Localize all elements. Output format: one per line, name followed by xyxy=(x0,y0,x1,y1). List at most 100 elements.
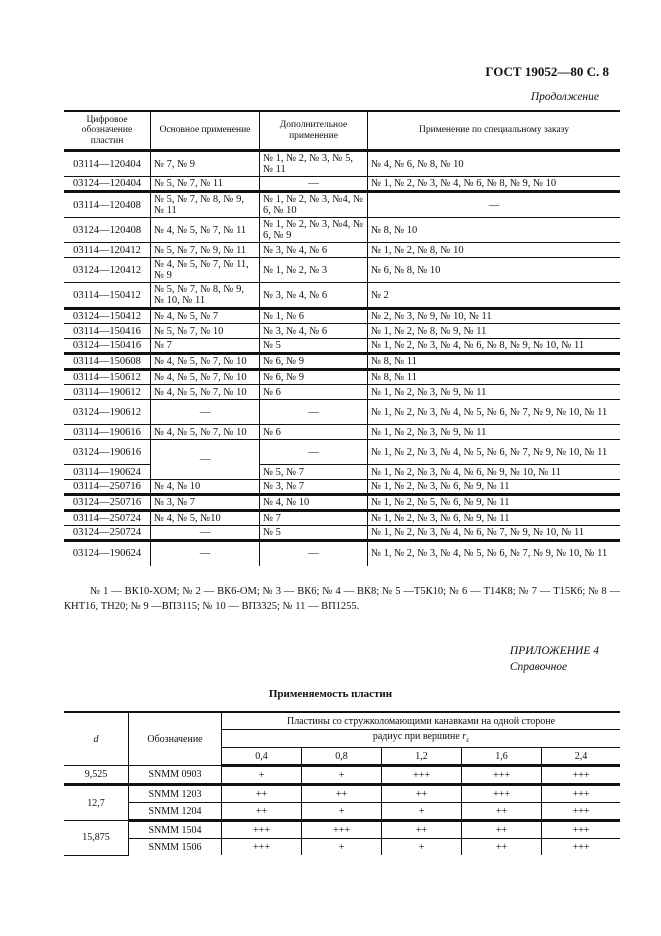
cell-code: 03114—190612 xyxy=(64,384,151,400)
cell-designation: SNMM 1203 xyxy=(128,784,222,803)
cell-code: 03124—250724 xyxy=(64,525,151,542)
group-header: Пластины со стружколомающими канавками н… xyxy=(221,711,620,730)
cell-special: № 1, № 2, № 8, № 9, № 11 xyxy=(367,323,620,339)
table-row: 03114—120404 № 7, № 9 № 1, № 2, № 3, № 5, … xyxy=(64,150,620,177)
cell-designation: SNMM 0903 xyxy=(128,765,222,786)
cell-additional: № 3, № 7 xyxy=(259,479,368,496)
cell-code: 03114—150416 xyxy=(64,323,151,339)
col-header-d: d xyxy=(64,711,129,766)
table-row: 03114—250724 № 4, № 5, №10 № 7 № 1, № 2, № … xyxy=(64,510,620,526)
cell-additional: № 5, № 7 xyxy=(259,464,368,480)
cell-special: — xyxy=(367,191,620,218)
table2-title: Применяемость пластин xyxy=(268,688,393,700)
cell-main: № 4, № 5, № 7, № 10 xyxy=(150,353,260,371)
radii-row: 0,4 0,8 1,2 1,6 2,4 xyxy=(64,747,620,767)
cell-special: № 1, № 2, № 5, № 6, № 9, № 11 xyxy=(367,494,620,512)
appendix-type: Справочное xyxy=(509,661,568,673)
cell-special: № 8, № 11 xyxy=(367,353,620,371)
cell-code: 03124—150412 xyxy=(64,308,151,324)
cell-special: № 6, № 8, № 10 xyxy=(367,257,620,283)
cell-special: № 1, № 2, № 3, № 4, № 5, № 6, № 7, № 9, … xyxy=(367,399,620,425)
cell-special: № 1, № 2, № 3, № 9, № 11 xyxy=(367,384,620,400)
cell-additional: № 1, № 2, № 3, №4, № 6, № 10 xyxy=(259,191,368,218)
cell-main: № 4, № 5, №10 xyxy=(150,510,260,526)
cell-additional: № 3, № 4, № 6 xyxy=(259,242,368,258)
table-row: 03124—250716 № 3, № 7 № 4, № 10 № 1, № 2, №… xyxy=(64,494,620,512)
cell-rating: + xyxy=(301,802,383,822)
table-row: 03124—120408 № 4, № 5, № 7, № 11 № 1, № 2,… xyxy=(64,217,620,243)
cell-special: № 2, № 3, № 9, № 10, № 11 xyxy=(367,308,620,324)
cell-special: № 8, № 10 xyxy=(367,217,620,243)
table-row: 03124—150416 № 7 № 5 № 1, № 2, № 3, № 4, № … xyxy=(64,338,620,355)
grade-legend-note: № 1 — ВК10-ХОМ; № 2 — ВК6-ОМ; № 3 — ВК6;… xyxy=(64,586,620,612)
cell-rating: + xyxy=(301,765,383,786)
table-row: 03124—190624— — № 1, № 2, № 3, № 4, № 5, №… xyxy=(64,540,620,566)
table-row: 03114—120412 № 5, № 7, № 9, № 11 № 3, № 4,… xyxy=(64,242,620,258)
cell-rating: +++ xyxy=(541,784,620,803)
table-row: 03124—190612— — № 1, № 2, № 3, № 4, № 5, №… xyxy=(64,399,620,425)
cell-rating: +++ xyxy=(541,838,620,855)
table-row: 03124—190616— — № 1, № 2, № 3, № 4, № 5, №… xyxy=(64,439,620,480)
cell-rating: ++ xyxy=(461,838,543,855)
cell-main: № 4, № 5, № 7, № 10 xyxy=(150,384,260,400)
cell-special: № 1, № 2, № 3, № 9, № 11 xyxy=(367,424,620,440)
cell-main: № 4, № 5, № 7, № 10 xyxy=(150,369,260,385)
cell-special: № 1, № 2, № 3, № 4, № 6, № 7, № 9, № 10,… xyxy=(367,525,620,542)
cell-code: 03114—250716 xyxy=(64,479,151,496)
cell-main: № 7 xyxy=(150,338,260,355)
table-row: 03114—190616 № 4, № 5, № 7, № 10 № 6 № 1, №… xyxy=(64,424,620,440)
cell-additional: — xyxy=(259,439,368,465)
cell-rating: + xyxy=(381,802,463,822)
cell-rating: ++ xyxy=(381,784,463,803)
cell-main: — xyxy=(150,439,260,480)
table-row: 15,875 SNMM 1504 +++ +++ ++ ++ +++ xyxy=(64,820,620,856)
cell-rating: +++ xyxy=(461,765,543,786)
col-header-radius: 0,4 xyxy=(221,747,303,767)
cell-rating: ++ xyxy=(220,784,303,803)
cell-designation: SNMM 1506 xyxy=(128,838,222,855)
table-row: 03114—190612 № 4, № 5, № 7, № 10 № 6 № 1, №… xyxy=(64,384,620,400)
table-row: 03124—120412 № 4, № 5, № 7, № 11, № 9 № 1,… xyxy=(64,257,620,283)
cell-main: № 5, № 7, № 10 xyxy=(150,323,260,339)
cell-special: № 1, № 2, № 3, № 4, № 6, № 8, № 9, № 10 xyxy=(367,176,620,193)
cell-additional: № 6 xyxy=(259,424,368,440)
col-header-radius: 1,2 xyxy=(381,747,463,767)
cell-rating: +++ xyxy=(220,838,303,855)
cell-d: 12,7 xyxy=(64,784,129,821)
insert-applicability-table: d Обозначение Пластины со стружколомающи… xyxy=(64,711,620,856)
col-header-additional: Дополнительное применение xyxy=(259,110,368,152)
cell-special: № 1, № 2, № 3, № 4, № 5, № 6, № 7, № 9, … xyxy=(367,540,620,566)
cell-additional: № 1, № 2, № 3 xyxy=(259,257,368,283)
cell-special: № 8, № 11 xyxy=(367,369,620,385)
table-row: SNMM 1506 +++ + + ++ +++ xyxy=(64,838,620,855)
col-header-special: Применение по специальному заказу xyxy=(367,110,620,152)
appendix-number: ПРИЛОЖЕНИЕ 4 xyxy=(509,645,599,657)
cell-code: 03124—190616 xyxy=(64,439,151,465)
cell-main: № 4, № 5, № 7 xyxy=(150,308,260,324)
cell-code: 03124—120408 xyxy=(64,217,151,243)
sub-header: радиус при вершине rε xyxy=(221,729,620,748)
cell-code: 03124—120412 xyxy=(64,257,151,283)
cell-additional: № 6, № 9 xyxy=(259,369,368,385)
cell-code: 03114—190616 xyxy=(64,424,151,440)
cell-main: — xyxy=(150,540,260,566)
cell-additional: — xyxy=(259,176,368,193)
continuation-label: Продолжение xyxy=(530,91,599,103)
cell-code: 03124—120404 xyxy=(64,176,151,193)
cell-additional: № 1, № 2, № 3, № 5, № 11 xyxy=(259,150,368,177)
cell-additional: — xyxy=(259,540,368,566)
cell-code: 03114—120404 xyxy=(64,150,151,177)
cell-rating: +++ xyxy=(541,820,620,839)
table-row: 03114—150608 № 4, № 5, № 7, № 10 № 6, № 9 №… xyxy=(64,353,620,371)
cell-code: 03114—150608 xyxy=(64,353,151,371)
col-header-radius: 2,4 xyxy=(541,747,620,767)
cell-rating: +++ xyxy=(381,765,463,786)
document-id: ГОСТ 19052—80 С. 8 xyxy=(485,64,609,79)
cell-additional: № 1, № 6 xyxy=(259,308,368,324)
cell-main: № 3, № 7 xyxy=(150,494,260,512)
cell-special: № 1, № 2, № 3, № 4, № 6, № 8, № 9, № 10,… xyxy=(367,338,620,355)
table-row: 03114—150612 № 4, № 5, № 7, № 10 № 6, № 9 №… xyxy=(64,369,620,385)
cell-main: № 4, № 5, № 7, № 10 xyxy=(150,424,260,440)
cell-additional: № 5 xyxy=(259,525,368,542)
table-header-row: Цифровое обозначение пластин Основное пр… xyxy=(64,110,620,152)
